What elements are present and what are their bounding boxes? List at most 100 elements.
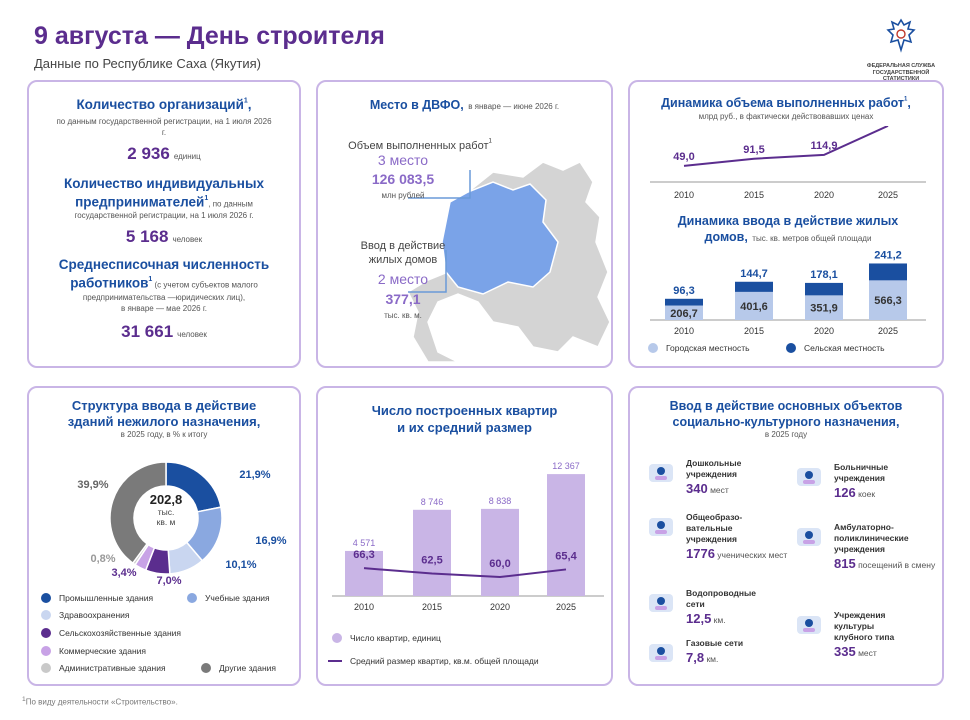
works-data-label: 49,0 xyxy=(673,151,694,163)
dfo-housing-value: 377,1 xyxy=(385,291,421,307)
legend-rural-dot xyxy=(786,343,796,353)
nonres-subtitle: в 2025 году, в % к итогу xyxy=(120,430,208,439)
legend-swatch xyxy=(201,663,211,673)
entrepreneurs-title2: предпринимателей xyxy=(75,194,205,210)
organizations-unit: единиц xyxy=(173,152,201,161)
works-series-line xyxy=(683,126,889,167)
gas-burner-icon xyxy=(646,640,676,666)
legend-urban: Городская местность xyxy=(648,343,750,353)
housing-urban-label: 206,7 xyxy=(670,308,698,320)
apartments-title2: и их средний размер xyxy=(397,420,532,435)
eagle-emblem-icon xyxy=(886,18,916,53)
social-object-unit: посещений в смену xyxy=(855,560,936,570)
legend-size-line xyxy=(328,660,342,662)
dfo-period: в январе — июне 2026 г. xyxy=(468,102,560,111)
nonres-card: Структура ввода в действие зданий нежило… xyxy=(27,386,301,686)
apartments-chart: 4 571 2010 8 746 2015 8 838 2020 12 367 2025 66,… xyxy=(332,461,604,612)
apt-size-label: 62,5 xyxy=(421,555,442,567)
legend-swatch xyxy=(41,646,51,656)
entrepreneurs-note-inline: , по данным xyxy=(208,199,253,209)
dfo-housing-place: 2 место xyxy=(377,271,429,287)
works-dynamics-sup: 1 xyxy=(904,96,908,103)
legend-label: Административные здания xyxy=(59,663,166,673)
entrepreneurs-title1: Количество индивидуальных xyxy=(64,176,264,191)
social-object-value: 1776 xyxy=(686,546,715,561)
dfo-works-place: 3 место xyxy=(377,152,429,168)
social-object-name: культуры xyxy=(834,621,875,631)
apt-count-bar xyxy=(413,509,451,596)
apt-count-bar xyxy=(547,474,585,596)
organizations-title: Количество организаций xyxy=(76,97,244,112)
apt-count-label: 8 838 xyxy=(489,496,512,506)
housing-stacked-bar-chart: 96,3 206,7 2010 144,7 401,6 2015 178,1 351,9 202… xyxy=(650,250,926,336)
social-object-value: 126 xyxy=(834,485,856,500)
apt-count-label: 12 367 xyxy=(552,461,580,471)
apt-size-label: 65,4 xyxy=(555,550,577,562)
legend-label: Учебные здания xyxy=(205,593,270,603)
legend-rural-label: Сельская местность xyxy=(804,343,885,353)
apt-count-label: 8 746 xyxy=(421,497,444,507)
dfo-works-value: 126 083,5 xyxy=(371,171,435,187)
works-dynamics-title: Динамика объема выполненных работ xyxy=(661,96,905,110)
apartments-title1: Число построенных квартир xyxy=(371,403,558,418)
social-object-item: Учреждения культуры клубного типа 335 мест xyxy=(834,610,894,661)
legend-swatch xyxy=(41,663,51,673)
works-data-label: 91,5 xyxy=(743,144,764,156)
social-object-name: Водопроводные xyxy=(686,588,757,598)
works-dynamics-subtitle: млрд руб., в фактически действовавших це… xyxy=(698,112,874,121)
housing-rural-label: 144,7 xyxy=(740,268,768,280)
legend-swatch xyxy=(41,593,51,603)
donut-slice-label: 3,4% xyxy=(111,567,136,579)
legend-label: Коммерческие здания xyxy=(59,646,147,656)
water-pipe-icon xyxy=(646,590,676,616)
workers-unit: человек xyxy=(177,329,207,339)
apt-count-label: 4 571 xyxy=(353,538,376,548)
social-object-name: учреждения xyxy=(834,544,885,554)
logo-org-text: ФЕДЕРАЛЬНАЯ СЛУЖБА ГОСУДАРСТВЕННОЙ СТАТИ… xyxy=(866,63,936,82)
entrepreneurs-sup: 1 xyxy=(204,195,209,202)
housing-bar-urban xyxy=(805,295,843,320)
social-object-unit: коек xyxy=(855,489,876,499)
housing-urban-label: 401,6 xyxy=(740,301,768,313)
legend-label: Промышленные здания xyxy=(59,593,154,603)
clinic-building-icon xyxy=(794,524,824,550)
social-object-name: учреждения xyxy=(686,469,737,479)
dfo-works-sup: 1 xyxy=(488,138,492,145)
footer-note: 1По виду деятельности «Строительство». xyxy=(22,696,178,707)
footer-sup: 1 xyxy=(22,696,26,703)
apt-count-bar xyxy=(345,550,383,596)
social-subtitle: в 2025 году xyxy=(764,430,808,439)
organizations-sup: 1 xyxy=(243,97,248,105)
social-object-value: 335 xyxy=(834,644,856,659)
apartments-card: Число построенных квартир и их средний р… xyxy=(316,386,613,686)
legend-swatch xyxy=(41,628,51,638)
apt-size-line xyxy=(363,567,567,579)
apt-size-label: 60,0 xyxy=(489,558,510,570)
legend-urban-label: Городская местность xyxy=(666,343,750,353)
social-object-name: Амбулаторно- xyxy=(834,522,894,532)
donut-center-value: 202,8 xyxy=(149,492,183,507)
donut-legend-item: Другие здания xyxy=(201,663,276,673)
rosstat-logo: ФЕДЕРАЛЬНАЯ СЛУЖБА ГОСУДАРСТВЕННОЙ СТАТИ… xyxy=(862,16,940,82)
donut-legend-item: Коммерческие здания xyxy=(41,646,146,656)
works-dynamics-title-suffix: , xyxy=(907,96,911,110)
legend-swatch xyxy=(187,593,197,603)
social-object-name: клубного типа xyxy=(834,632,895,642)
social-object-item: Амбулаторно-поликлинические учреждения 815… xyxy=(834,522,935,573)
social-title2: социально-культурного назначения, xyxy=(672,415,900,429)
social-object-unit: мест xyxy=(707,485,729,495)
apt-count-bar xyxy=(481,508,519,596)
donut-slice-label: 0,8% xyxy=(90,553,115,565)
donut-legend-item: Здравоохранения xyxy=(41,610,130,620)
social-object-value: 815 xyxy=(834,556,856,571)
nonres-title1: Структура ввода в действие xyxy=(71,398,257,413)
housing-urban-label: 351,9 xyxy=(810,303,838,315)
donut-slice-label: 21,9% xyxy=(239,469,270,481)
donut-legend-item: Административные здания xyxy=(41,663,166,673)
dfo-housing-label1: Ввод в действие xyxy=(360,240,446,252)
apt-tick-label: 2025 xyxy=(556,602,576,612)
donut-center-unit1: тыс. xyxy=(157,507,175,517)
workers-title2: работников xyxy=(70,275,149,291)
dfo-card: Место в ДВФО, в январе — июне 2026 г. Об… xyxy=(316,80,613,368)
dfo-works-unit: млн рублей xyxy=(381,191,425,200)
